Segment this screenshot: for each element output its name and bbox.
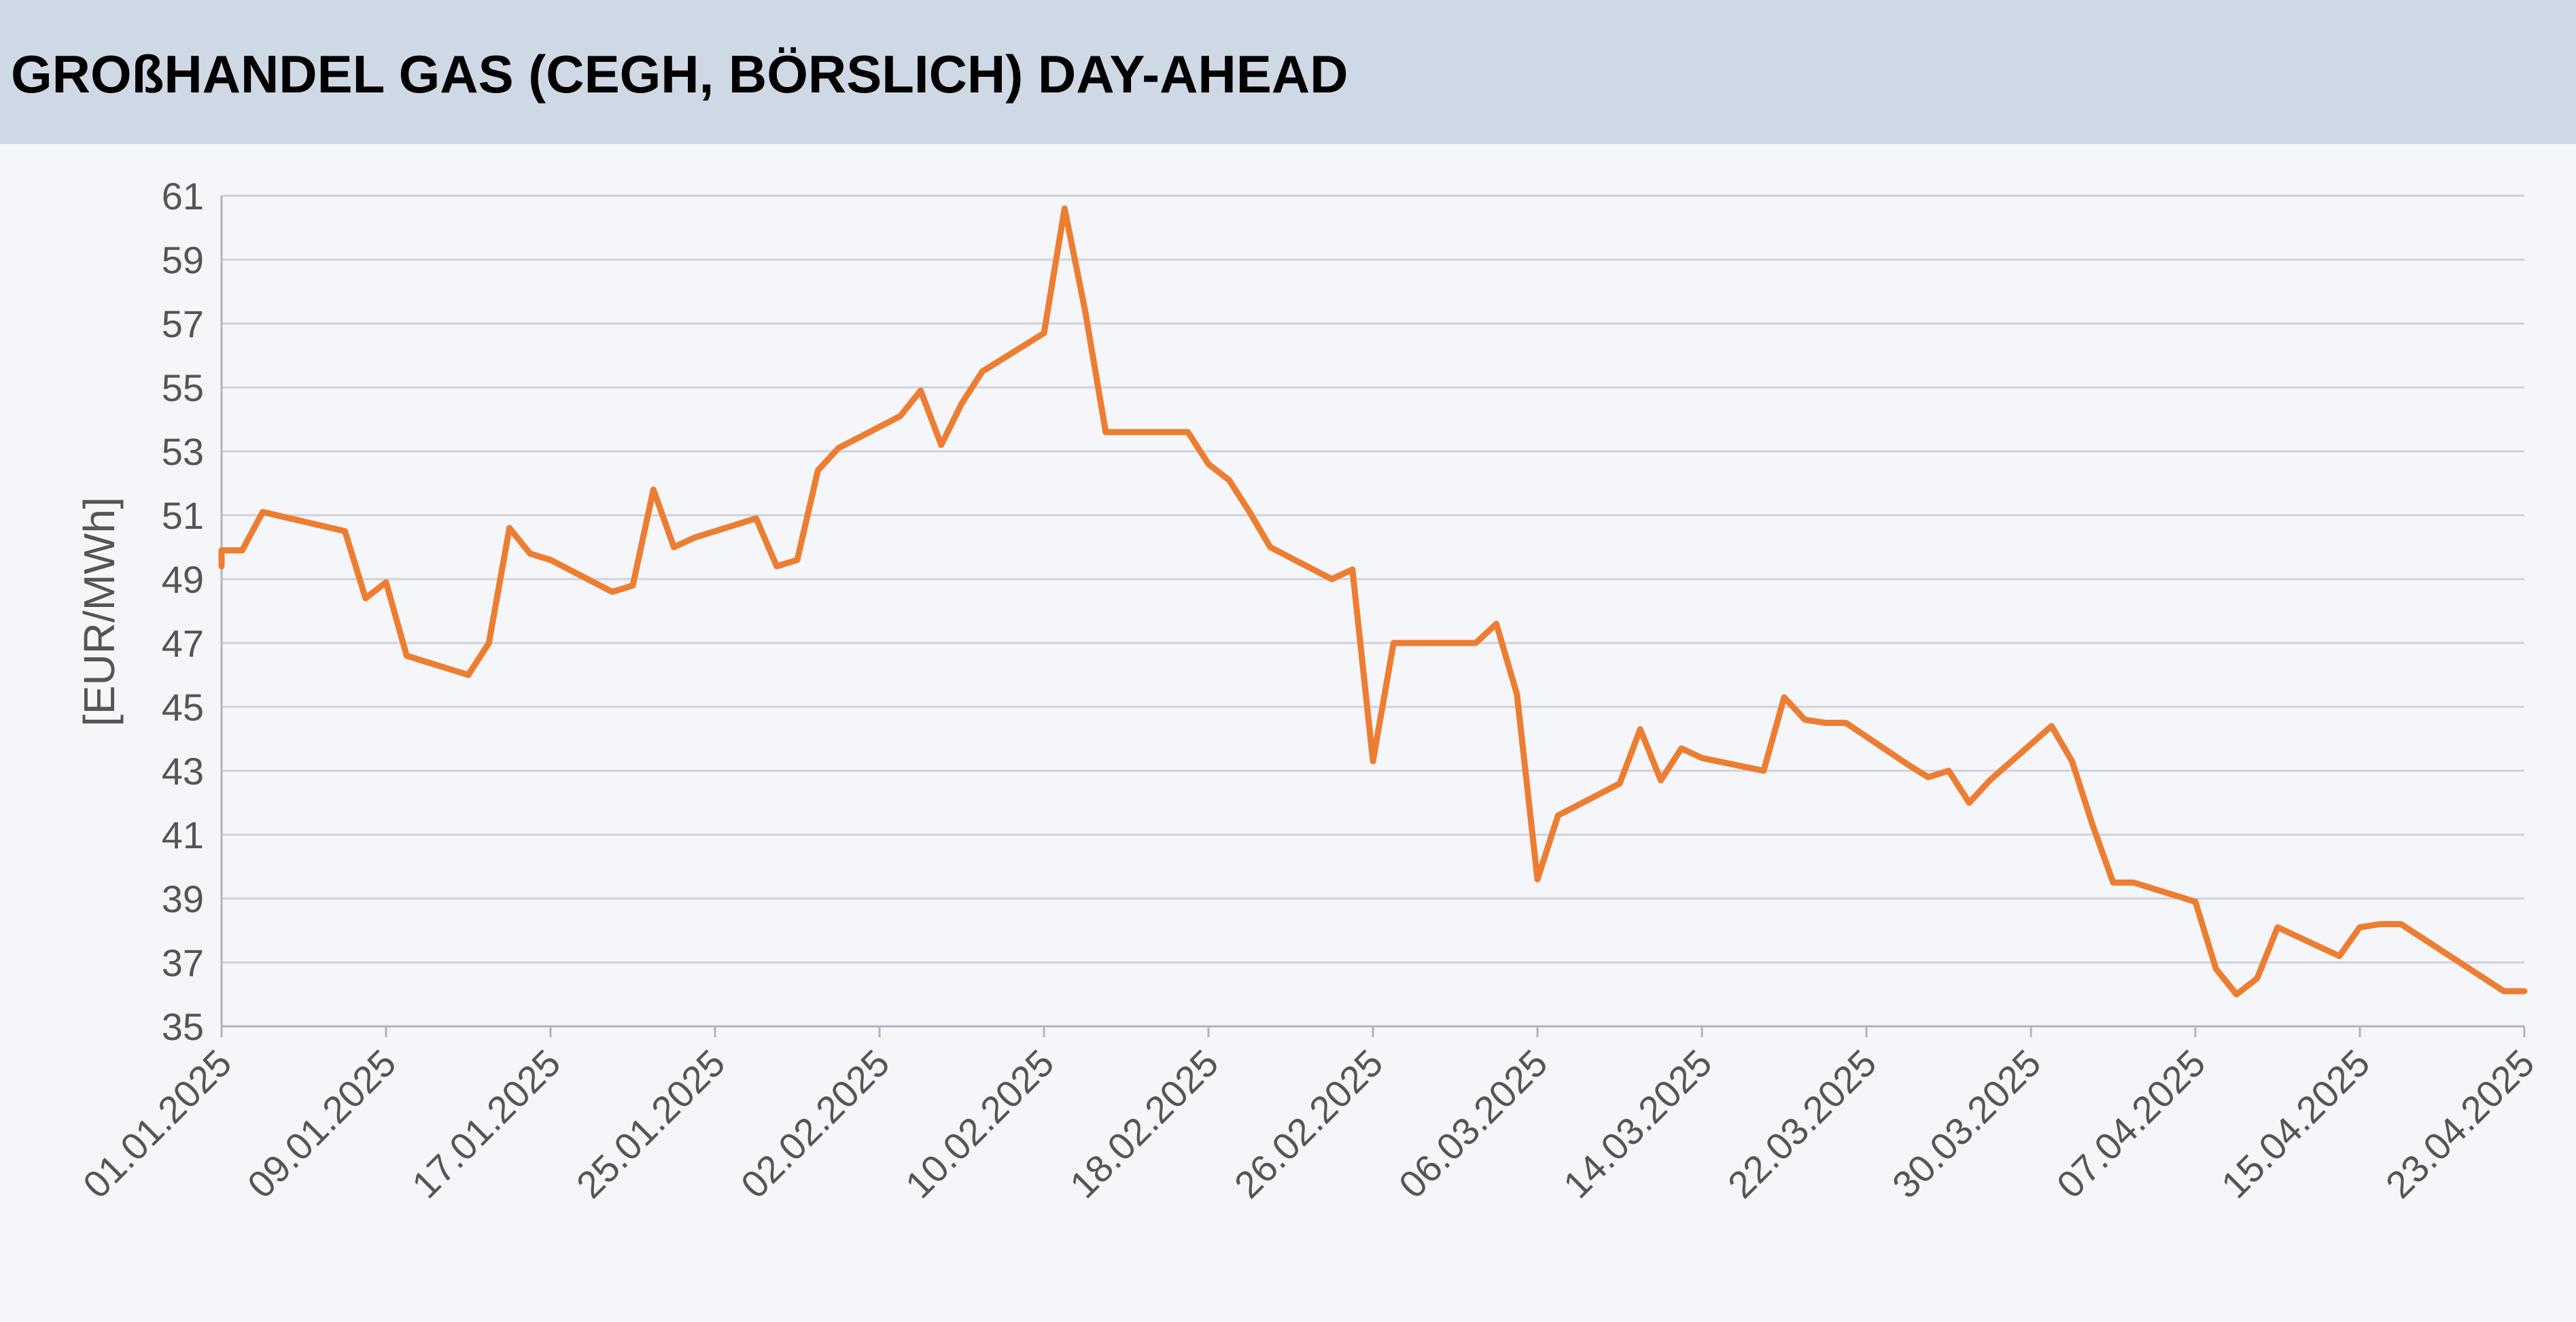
x-tick-label: 09.01.2025 — [239, 1041, 404, 1206]
chart-area: 35 37 39 41 43 45 47 49 51 53 55 57 59 61 01.01.2025 0… — [0, 144, 2576, 1319]
x-tick-label: 01.01.2025 — [75, 1041, 240, 1206]
y-tick-label: 45 — [162, 686, 204, 729]
y-tick-label: 41 — [162, 814, 204, 856]
series-line-group — [218, 205, 2528, 998]
y-tick-label: 35 — [162, 1005, 204, 1048]
y-tick-label: 55 — [162, 366, 204, 409]
gridlines — [222, 194, 2524, 1028]
x-tick-label: 23.04.2025 — [2378, 1041, 2543, 1206]
x-tick-label: 07.04.2025 — [2049, 1041, 2214, 1206]
x-tick-label: 26.02.2025 — [1226, 1041, 1391, 1206]
y-tick-label: 51 — [162, 494, 204, 537]
x-tick-label: 25.01.2025 — [568, 1041, 733, 1206]
y-tick-label: 57 — [162, 302, 204, 345]
x-tick-label: 10.02.2025 — [897, 1041, 1062, 1206]
y-tick-label: 39 — [162, 877, 204, 920]
y-axis-label: [EUR/MWh] — [75, 497, 124, 727]
axes — [220, 196, 2526, 1037]
x-tick-label: 06.03.2025 — [1391, 1041, 1556, 1206]
y-tick-label: 59 — [162, 239, 204, 281]
x-tick-label: 22.03.2025 — [1720, 1041, 1885, 1206]
chart-header: GROßHANDEL GAS (CEGH, BÖRSLICH) DAY-AHEA… — [0, 0, 2576, 144]
y-tick-label: 47 — [162, 622, 204, 665]
series-line — [218, 205, 2528, 998]
y-tick-label: 43 — [162, 750, 204, 793]
x-tick-label: 18.02.2025 — [1062, 1041, 1227, 1206]
x-tick-label: 02.02.2025 — [733, 1041, 898, 1206]
chart-title: GROßHANDEL GAS (CEGH, BÖRSLICH) DAY-AHEA… — [11, 44, 1348, 104]
y-tick-label: 49 — [162, 558, 204, 601]
y-tick-label: 53 — [162, 430, 204, 473]
x-tick-label: 30.03.2025 — [1884, 1041, 2049, 1206]
y-tick-label: 61 — [162, 175, 204, 218]
y-axis-tick-labels: 35 37 39 41 43 45 47 49 51 53 55 57 59 61 — [162, 175, 204, 1048]
x-axis-tick-labels: 01.01.2025 09.01.2025 17.01.2025 25.01.2025… — [75, 1041, 2543, 1206]
y-tick-label: 37 — [162, 941, 204, 984]
x-tick-label: 17.01.2025 — [404, 1041, 569, 1206]
x-tick-label: 14.03.2025 — [1555, 1041, 1720, 1206]
x-tick-label: 15.04.2025 — [2213, 1041, 2378, 1206]
